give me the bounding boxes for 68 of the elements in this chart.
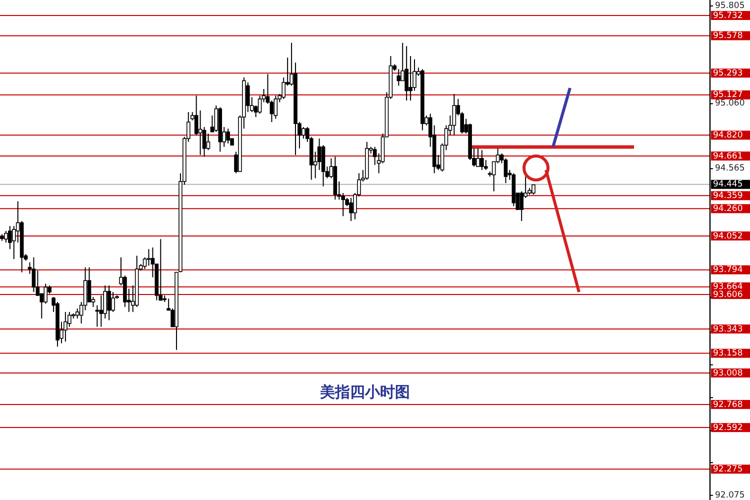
- candlestick: [32, 256, 36, 292]
- candlestick: [206, 133, 210, 151]
- ref-line-label: 94.359: [713, 190, 743, 201]
- candlestick: [274, 95, 278, 120]
- ref-label: 94.445: [711, 180, 750, 190]
- ref-line-label: 94.260: [713, 204, 743, 214]
- candlestick: [532, 184, 536, 196]
- candlestick: [408, 56, 412, 102]
- candlestick: [194, 95, 198, 136]
- ref-label: 93.008: [711, 368, 750, 378]
- ref-line-label: 95.127: [713, 90, 743, 100]
- ref-label: 95.127: [711, 90, 750, 100]
- ref-label: 95.732: [711, 10, 750, 21]
- ref-label: 93.794: [711, 265, 750, 276]
- ref-line-label: 95.293: [713, 68, 743, 78]
- ref-label: 93.343: [711, 324, 750, 334]
- ref-line-label: 95.732: [713, 10, 743, 21]
- candlestick: [476, 148, 480, 168]
- ref-line-label: 93.794: [713, 265, 743, 276]
- candlestick: [4, 230, 8, 244]
- ref-label: 92.275: [711, 464, 750, 474]
- ref-label: 94.359: [711, 190, 750, 201]
- candlestick: [75, 308, 80, 320]
- text: 美指四小时图: [319, 383, 410, 401]
- candlestick: [158, 238, 163, 301]
- ref-line-label: 92.275: [713, 464, 743, 474]
- candlestick: [504, 158, 508, 184]
- ref-label: 95.293: [711, 68, 750, 78]
- ref-label: 93.158: [711, 348, 750, 359]
- candlestick: [349, 197, 353, 222]
- ref-line-label: 94.445: [713, 180, 743, 190]
- ref-label: 94.820: [711, 130, 750, 140]
- ref-line-label: 94.661: [713, 151, 743, 162]
- ref-label: 92.768: [711, 400, 750, 410]
- candlestick: [226, 128, 230, 144]
- ref-line-label: 93.606: [713, 290, 743, 300]
- ref-line-label: 92.768: [713, 400, 743, 410]
- candlestick: [99, 294, 104, 328]
- ref-label: 94.260: [711, 204, 750, 214]
- ref-label: 94.661: [711, 151, 750, 162]
- ref-label: 94.052: [711, 231, 750, 242]
- ref-label: 92.592: [711, 422, 750, 433]
- candlestick: [44, 283, 48, 304]
- candlestick: [372, 146, 377, 166]
- candlestick: [302, 126, 306, 140]
- candlestick: [404, 46, 408, 102]
- ref-line-label: 92.592: [713, 422, 743, 433]
- ref-line-label: 94.820: [713, 130, 743, 140]
- candlestick: [452, 93, 456, 136]
- ref-line-label: 93.008: [713, 368, 743, 378]
- ref-line-label: 94.052: [713, 231, 743, 242]
- y-tick-label: 95.805: [715, 0, 745, 11]
- y-tick-label: 95.060: [715, 98, 745, 109]
- ref-line-label: 93.158: [713, 348, 743, 359]
- candlestick: [198, 110, 202, 156]
- ref-line-label: 95.578: [713, 30, 743, 41]
- candlestick: [270, 100, 274, 123]
- candlestick: [107, 284, 111, 321]
- candlestick: [258, 95, 262, 114]
- candlestick: [146, 248, 151, 266]
- candlestick: [396, 68, 401, 86]
- candlestick: [111, 291, 115, 312]
- ref-line-label: 93.343: [713, 324, 743, 334]
- ref-label: 95.578: [711, 31, 750, 41]
- candlestick: [480, 150, 484, 170]
- y-tick-label: 92.075: [715, 490, 745, 500]
- candlestick: [64, 311, 68, 342]
- y-tick-label: 94.565: [715, 164, 745, 174]
